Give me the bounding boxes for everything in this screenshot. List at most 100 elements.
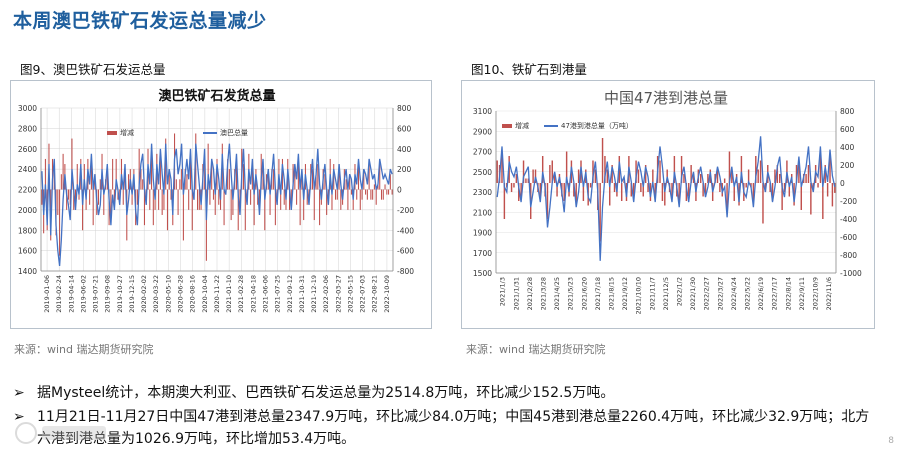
bar-change: [331, 189, 333, 210]
bar-change: [211, 158, 213, 190]
bar-change: [563, 183, 565, 201]
bar-change: [805, 174, 807, 183]
bar-change: [719, 183, 721, 192]
bar-change: [783, 183, 786, 192]
bar-change: [368, 164, 370, 190]
bar-change: [280, 189, 282, 210]
bar-change: [549, 165, 551, 183]
bar-change: [292, 164, 294, 190]
bar-change: [66, 189, 68, 210]
bar-change: [76, 164, 78, 190]
bar-change: [661, 183, 664, 201]
y-left-tick-label: 2900: [473, 127, 492, 136]
bar-change: [556, 183, 558, 197]
bar-change: [324, 174, 326, 190]
bar-change: [632, 183, 635, 201]
bar-change: [589, 183, 592, 188]
x-tick-label: 2021/5/23: [567, 277, 575, 310]
bar-change: [752, 183, 755, 201]
bar-change: [620, 183, 623, 201]
bar-change: [728, 151, 731, 183]
bar-change: [539, 183, 542, 197]
bar-change: [361, 189, 363, 200]
bar-change: [604, 156, 606, 183]
bar-change: [373, 184, 375, 190]
bar-change: [366, 189, 368, 200]
bar-change: [577, 169, 580, 183]
bar-change: [340, 189, 342, 210]
y-left-tick-label: 3100: [473, 107, 492, 116]
bar-change: [336, 189, 338, 200]
x-tick-label: 2022/5/22: [744, 277, 752, 310]
bullet-2: ➢ 11月21日-11月27日中国47港到港总量2347.9万吨，环比减少84.…: [13, 406, 883, 450]
bar-change: [525, 178, 527, 183]
bar-change: [716, 169, 719, 183]
bar-change: [582, 183, 585, 201]
bar-change: [666, 169, 668, 183]
bar-change: [90, 158, 92, 190]
bar-change: [819, 156, 822, 183]
bar-change: [700, 174, 702, 183]
bar-change: [313, 189, 315, 221]
bar-change: [503, 183, 506, 219]
bar-change: [762, 183, 764, 224]
y-left-tick-label: 2300: [473, 188, 492, 197]
bar-change: [250, 189, 252, 205]
bar-change: [654, 183, 656, 201]
x-tick-label: 2021/9/12: [621, 277, 629, 310]
bar-change: [798, 160, 800, 183]
y-right-tick-label: -200: [397, 206, 414, 215]
bar-change: [644, 165, 647, 183]
bar-change: [386, 189, 388, 195]
bar-change: [112, 158, 114, 190]
y-left-tick-label: 2200: [18, 186, 37, 195]
figure-9-source: 来源：wind 瑞达期货研究院: [14, 343, 154, 356]
bar-change: [382, 189, 384, 200]
bar-change: [142, 179, 144, 190]
x-tick-label: 2020-08-16: [189, 275, 197, 313]
x-tick-label: 2019-09-08: [104, 275, 112, 313]
bar-change: [771, 183, 774, 201]
x-tick-label: 2021-02-28: [237, 275, 245, 313]
bar-change: [551, 160, 553, 183]
y-left-tick-label: 2600: [18, 145, 37, 154]
bar-change: [253, 189, 255, 226]
x-tick-label: 2021-01-10: [225, 275, 233, 313]
bar-change: [379, 164, 381, 190]
bar-change: [115, 158, 117, 190]
bar-change: [303, 189, 305, 221]
bar-change: [149, 189, 151, 210]
bar-change: [297, 164, 299, 190]
legend-swatch-change: [502, 124, 512, 128]
bar-change: [573, 183, 575, 197]
bar-change: [262, 169, 264, 190]
bar-change: [165, 138, 167, 190]
y-left-tick-label: 2700: [473, 148, 492, 157]
bar-change: [41, 189, 43, 205]
bar-change: [182, 189, 184, 241]
x-tick-label: 2021/8/15: [608, 277, 616, 310]
bar-change: [769, 183, 771, 192]
x-tick-label: 2021-12-19: [310, 275, 318, 313]
bar-change: [546, 183, 549, 219]
arrow-bullet-icon: ➢: [13, 385, 25, 401]
bar-change: [779, 174, 781, 183]
x-tick-label: 2021/2/28: [526, 277, 534, 310]
x-tick-label: 2020-11-22: [213, 275, 221, 313]
x-tick-label: 2021/11/7: [648, 277, 656, 310]
bar-change: [138, 148, 140, 190]
slide-title: 本周澳巴铁矿石发运总量减少: [13, 10, 267, 32]
bar-change: [296, 189, 298, 205]
bar-change: [377, 184, 379, 190]
y-left-tick-label: 1500: [473, 269, 492, 278]
y-right-tick-label: -800: [840, 251, 857, 260]
x-tick-label: 2022/6/19: [757, 277, 765, 310]
bar-change: [541, 156, 544, 183]
legend-label-total: 澳巴总量: [220, 128, 248, 137]
bar-change: [168, 174, 170, 190]
x-tick-label: 2020-03-22: [152, 275, 160, 313]
y-right-tick-label: 400: [397, 145, 412, 154]
y-left-tick-label: 1400: [18, 267, 37, 276]
y-right-tick-label: -400: [840, 215, 857, 224]
figure-10-source: 来源：wind 瑞达期货研究院: [466, 343, 606, 356]
